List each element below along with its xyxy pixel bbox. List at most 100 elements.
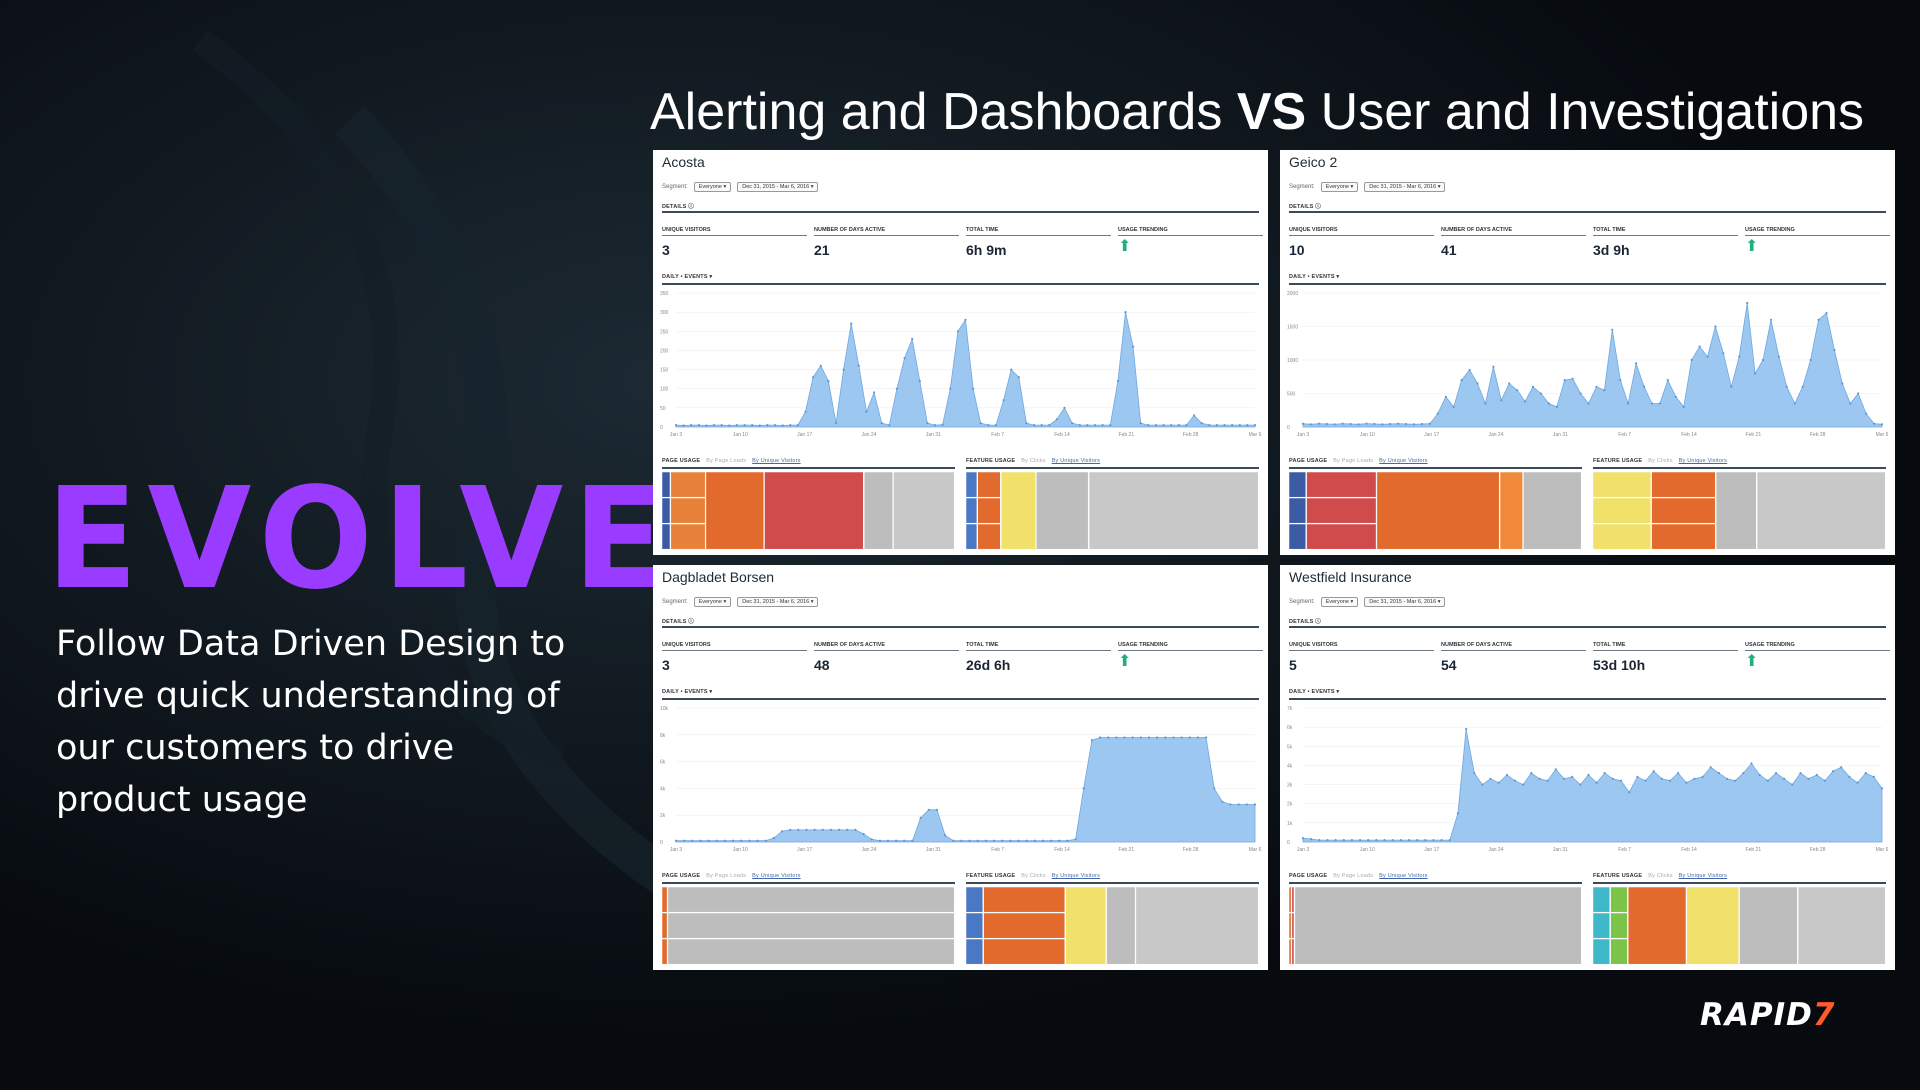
data-point[interactable] <box>1473 772 1476 775</box>
treemap-cell[interactable] <box>966 887 984 913</box>
data-point[interactable] <box>903 839 906 842</box>
treemap-cell[interactable] <box>670 523 706 550</box>
data-point[interactable] <box>1397 422 1400 425</box>
data-point[interactable] <box>1587 402 1590 405</box>
tab-by-unique-visitors[interactable]: By Unique Visitors <box>752 458 801 464</box>
data-point[interactable] <box>850 322 853 325</box>
data-point[interactable] <box>1452 405 1455 408</box>
data-point[interactable] <box>895 387 898 390</box>
data-point[interactable] <box>1635 362 1638 365</box>
treemap-cell[interactable] <box>1739 887 1798 965</box>
data-point[interactable] <box>1420 422 1424 426</box>
data-point[interactable] <box>789 424 792 427</box>
treemap-cell[interactable] <box>1627 887 1687 965</box>
data-point[interactable] <box>819 364 822 367</box>
data-point[interactable] <box>1221 800 1224 803</box>
data-point[interactable] <box>1237 803 1240 806</box>
data-point[interactable] <box>1758 773 1761 777</box>
data-point[interactable] <box>1880 423 1884 426</box>
data-point[interactable] <box>979 422 982 425</box>
data-point[interactable] <box>674 839 678 842</box>
data-point[interactable] <box>1864 772 1867 775</box>
data-point[interactable] <box>1009 839 1012 842</box>
data-point[interactable] <box>1793 402 1796 405</box>
data-point[interactable] <box>1350 839 1353 842</box>
treemap-cell[interactable] <box>1610 887 1628 913</box>
data-point[interactable] <box>1717 772 1720 775</box>
date-range-dropdown[interactable]: Dec 31, 2015 - Mar 6, 2016 ▾ <box>737 597 819 607</box>
treemap-cell[interactable] <box>1686 887 1739 965</box>
treemap-cell[interactable] <box>667 912 955 939</box>
data-point[interactable] <box>865 410 868 413</box>
daily-events-dropdown[interactable]: DAILY • EVENTS ▾ <box>1289 689 1340 695</box>
data-point[interactable] <box>1791 783 1794 786</box>
tab-by-unique-visitors[interactable]: By Unique Visitors <box>752 873 801 879</box>
data-point[interactable] <box>1530 772 1533 775</box>
data-point[interactable] <box>683 839 686 842</box>
data-point[interactable] <box>1627 402 1630 405</box>
data-point[interactable] <box>1833 348 1836 352</box>
treemap-cell[interactable] <box>667 887 955 913</box>
data-point[interactable] <box>707 839 710 842</box>
data-point[interactable] <box>1050 839 1053 842</box>
data-point[interactable] <box>691 839 694 842</box>
data-point[interactable] <box>1407 839 1411 842</box>
data-point[interactable] <box>857 364 860 367</box>
data-point[interactable] <box>1349 422 1352 426</box>
data-point[interactable] <box>1513 779 1517 782</box>
data-point[interactable] <box>1460 379 1463 382</box>
data-point[interactable] <box>1432 839 1435 842</box>
data-point[interactable] <box>812 376 815 379</box>
data-point[interactable] <box>1101 424 1104 427</box>
segment-dropdown[interactable]: Everyone ▾ <box>693 597 732 607</box>
treemap-cell[interactable] <box>1289 497 1307 524</box>
data-point[interactable] <box>743 424 746 427</box>
data-point[interactable] <box>1750 762 1753 765</box>
data-point[interactable] <box>1815 773 1818 777</box>
data-point[interactable] <box>1524 400 1527 403</box>
tab-by-unique-visitors[interactable]: By Unique Visitors <box>1051 458 1101 464</box>
data-point[interactable] <box>1489 777 1492 780</box>
data-point[interactable] <box>699 839 702 842</box>
data-point[interactable] <box>1531 385 1535 388</box>
treemap-cell[interactable] <box>1593 497 1652 524</box>
data-point[interactable] <box>1562 777 1566 780</box>
data-point[interactable] <box>1357 423 1360 426</box>
treemap-cell[interactable] <box>983 887 1066 913</box>
treemap-cell[interactable] <box>1106 887 1136 965</box>
data-point[interactable] <box>834 422 838 425</box>
data-point[interactable] <box>1840 766 1843 769</box>
data-point[interactable] <box>1476 382 1479 385</box>
data-point[interactable] <box>1774 772 1778 775</box>
data-point[interactable] <box>1381 423 1384 426</box>
data-point[interactable] <box>1714 325 1717 328</box>
data-point[interactable] <box>1701 775 1704 778</box>
treemap-cell[interactable] <box>1306 523 1377 550</box>
data-point[interactable] <box>715 839 718 842</box>
data-point[interactable] <box>1058 839 1061 842</box>
data-point[interactable] <box>1571 775 1574 778</box>
data-point[interactable] <box>1777 355 1780 358</box>
treemap-cell[interactable] <box>1651 497 1716 524</box>
tab-by-unique-visitors[interactable]: By Unique Visitors <box>1051 873 1101 879</box>
segment-dropdown[interactable]: Everyone ▾ <box>1320 182 1359 192</box>
data-point[interactable] <box>1448 839 1451 842</box>
data-point[interactable] <box>1516 389 1519 392</box>
data-point[interactable] <box>1579 783 1582 786</box>
data-point[interactable] <box>1709 766 1712 769</box>
data-point[interactable] <box>1215 424 1218 427</box>
treemap-cell[interactable] <box>662 472 671 498</box>
data-point[interactable] <box>1416 839 1419 842</box>
data-point[interactable] <box>895 839 898 842</box>
treemap-cell[interactable] <box>983 912 1066 939</box>
data-point[interactable] <box>1628 791 1631 794</box>
data-point[interactable] <box>1205 736 1208 739</box>
data-point[interactable] <box>1644 779 1647 782</box>
data-point[interactable] <box>789 828 792 831</box>
date-range-dropdown[interactable]: Dec 31, 2015 - Mar 6, 2016 ▾ <box>1364 182 1446 192</box>
data-point[interactable] <box>886 839 890 842</box>
treemap-cell[interactable] <box>1610 938 1628 965</box>
data-point[interactable] <box>1412 423 1416 426</box>
data-point[interactable] <box>1497 781 1500 784</box>
tab-by-unique-visitors[interactable]: By Unique Visitors <box>1678 458 1728 464</box>
